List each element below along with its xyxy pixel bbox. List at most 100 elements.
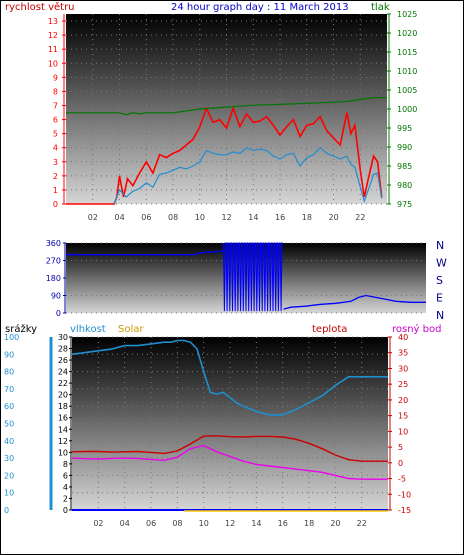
direction-compass-label: E [436,292,443,305]
wind-x-tick-label: 10 [195,213,205,222]
wind-y-tick-label: 12 [48,31,58,40]
humidity-y-tick-label: 50 [4,420,14,429]
humidity-y-tick-label: 60 [4,402,14,411]
humidity-temperature-chart: 02 04 06 08 10 12 14 16 18 20 22010203040506070809… [4,333,411,528]
wind-speed-line [66,105,383,205]
rain-y-tick-label: 0 [63,506,68,515]
wind-x-tick-label: 02 [88,213,98,222]
wind-pressure-chart: 02 04 06 08 10 12 14 16 18 20 22012345678910111213… [48,10,418,222]
rain-y-tick-label: 8 [63,460,68,469]
temp-y-tick-label: 10 [398,427,408,436]
direction-oscillation [223,242,283,312]
wind-x-tick-label: 16 [275,213,285,222]
rain-axis-label: srážky [5,323,37,335]
solar-axis-label: Solar [118,324,144,335]
temp-y-tick-label: 20 [398,396,408,405]
wind-y-tick-label: 5 [53,130,58,139]
wind-x-tick-label: 06 [141,213,151,222]
pressure-y-tick-label: 985 [397,162,412,171]
pressure-y-tick-label: 1000 [397,105,417,114]
direction-compass-label: W [436,257,447,270]
direction-y-tick-label: 0 [56,309,61,318]
wind-y-tick-label: 6 [53,116,58,125]
direction-line [283,294,426,310]
rain-y-tick-label: 2 [63,494,68,503]
wind-y-tick-label: 7 [53,101,58,110]
rain-y-tick-label: 14 [58,425,68,434]
pressure-y-tick-label: 980 [397,181,412,190]
wind-y-tick-label: 11 [48,45,58,54]
wind-axis-label: rychlost větru [5,1,75,13]
direction-compass-label: N [436,239,444,252]
rain-y-tick-label: 24 [58,368,68,377]
pressure-y-tick-label: 1020 [397,29,417,38]
humidity-x-tick-label: 14 [251,519,261,528]
pressure-y-tick-label: 975 [397,200,412,209]
pressure-y-tick-label: 1015 [397,48,417,57]
temp-y-tick-label: -5 [398,475,406,484]
humidity-y-tick-label: 20 [4,471,14,480]
pressure-y-tick-label: 1005 [397,86,417,95]
humidity-y-tick-label: 0 [4,506,9,515]
wind-y-tick-label: 10 [48,59,58,68]
temp-y-tick-label: 25 [398,380,408,389]
direction-compass-label: N [436,309,444,322]
rain-y-tick-label: 12 [58,437,68,446]
humidity-y-tick-label: 30 [4,454,14,463]
rain-y-tick-label: 30 [58,333,68,342]
humidity-x-tick-label: 10 [199,519,209,528]
humidity-y-tick-label: 90 [4,350,14,359]
rain-y-tick-label: 22 [58,379,68,388]
direction-y-tick-label: 360 [46,239,61,248]
pressure-y-tick-label: 1010 [397,67,417,76]
pressure-axis-label: tlak [371,2,390,13]
temp-y-tick-label: 30 [398,364,408,373]
humidity-y-tick-label: 40 [4,437,14,446]
humidity-x-tick-label: 08 [172,519,182,528]
temp-y-tick-label: 35 [398,349,408,358]
direction-y-tick-label: 90 [51,292,61,301]
humidity-x-tick-label: 06 [146,519,156,528]
humidity-line [71,339,388,416]
humidity-x-tick-label: 02 [93,519,103,528]
rain-y-tick-label: 10 [58,448,68,457]
pressure-line [66,96,387,116]
wind-y-tick-label: 4 [53,144,58,153]
rain-y-tick-label: 26 [58,356,68,365]
direction-compass-label: S [436,274,443,287]
temperature-line [71,435,388,462]
rain-y-tick-label: 16 [58,414,68,423]
wind-x-tick-label: 20 [329,213,339,222]
humidity-x-tick-label: 12 [225,519,235,528]
wind-y-tick-label: 2 [53,172,58,181]
direction-y-tick-label: 180 [46,274,61,283]
wind-y-tick-label: 0 [53,200,58,209]
wind-y-tick-label: 1 [53,186,58,195]
temp-y-tick-label: -15 [398,506,411,515]
wind-x-tick-label: 04 [115,213,125,222]
temp-y-tick-label: -10 [398,490,411,499]
wind-x-tick-label: 14 [248,213,258,222]
wind-gust-line [113,146,383,205]
wind-y-tick-label: 9 [53,73,58,82]
humidity-y-tick-label: 80 [4,368,14,377]
dewpoint-line [71,444,388,480]
pressure-y-tick-label: 995 [397,124,412,133]
direction-line [66,250,224,256]
wind-y-tick-label: 8 [53,87,58,96]
temp-y-tick-label: 15 [398,412,408,421]
humidity-x-tick-label: 18 [304,519,314,528]
rain-y-tick-label: 6 [63,471,68,480]
wind-x-tick-label: 18 [302,213,312,222]
wind-x-tick-label: 12 [222,213,232,222]
temperature-axis-label: teplota [312,324,347,335]
humidity-x-tick-label: 22 [357,519,367,528]
humidity-x-tick-label: 04 [120,519,130,528]
dewpoint-axis-label: rosný bod [392,323,441,335]
humidity-y-tick-label: 70 [4,385,14,394]
rain-y-tick-label: 18 [58,402,68,411]
page-title: 24 hour graph day : 11 March 2013 [171,2,349,13]
